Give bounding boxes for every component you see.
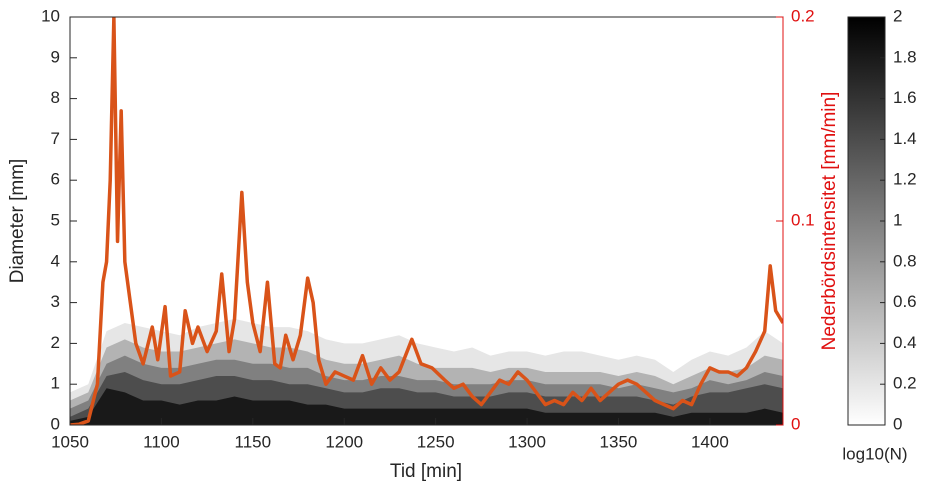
x-tick-label: 1200 [325, 432, 363, 451]
line-layer [70, 17, 783, 425]
y-tick-label: 5 [51, 210, 60, 229]
y-tick-label: 0 [51, 414, 60, 433]
y-tick-label: 8 [51, 88, 60, 107]
x-tick-label: 1050 [51, 432, 89, 451]
x-tick-label: 1350 [600, 432, 638, 451]
axes: 1050 1100 1150 1200 1250 1300 1350 1400 0 1 2 3 4 5 6 7… [41, 6, 815, 451]
y-tick-label: 6 [51, 170, 60, 189]
colorbar-tick-label: 0.2 [893, 374, 917, 393]
x-axis-label: Tid [min] [390, 461, 462, 482]
y2-tick-label: 0.1 [791, 210, 815, 229]
rain-intensity-line [70, 17, 783, 425]
y-tick-label: 3 [51, 292, 60, 311]
y2-axis-label: Nederbördsintensitet [mm/min] [819, 92, 840, 351]
colorbar-tick-label: 0.4 [893, 333, 917, 352]
y-tick-label: 10 [41, 6, 60, 25]
x-tick-label: 1150 [235, 432, 272, 451]
contour-band [70, 388, 783, 425]
x-tick-label: 1250 [417, 432, 455, 451]
colorbar-tick-label: 1.8 [893, 47, 917, 66]
x-tick-label: 1100 [143, 432, 180, 451]
colorbar-tick-label: 0 [893, 414, 902, 433]
x-tick-label: 1300 [508, 432, 546, 451]
y2-tick-label: 0.2 [791, 6, 815, 25]
colorbar-tick-label: 1 [893, 210, 902, 229]
y-tick-label: 2 [51, 333, 60, 352]
y-tick-label: 1 [51, 374, 60, 393]
y-tick-label: 7 [51, 129, 60, 148]
colorbar-label: log10(N) [842, 444, 907, 463]
colorbar [847, 16, 886, 426]
x-tick-label: 1400 [691, 432, 729, 451]
colorbar-tick-label: 0.6 [893, 292, 917, 311]
y-axis-label: Diameter [mm] [7, 159, 28, 284]
colorbar-tick-label: 1.2 [893, 170, 917, 189]
y2-tick-label: 0 [791, 414, 800, 433]
colorbar-tick-label: 1.4 [893, 129, 917, 148]
colorbar-tick-label: 2 [893, 6, 902, 25]
y-tick-label: 9 [51, 47, 60, 66]
y-tick-label: 4 [51, 251, 60, 270]
colorbar-tick-label: 0.8 [893, 251, 917, 270]
colorbar-tick-label: 1.6 [893, 88, 917, 107]
